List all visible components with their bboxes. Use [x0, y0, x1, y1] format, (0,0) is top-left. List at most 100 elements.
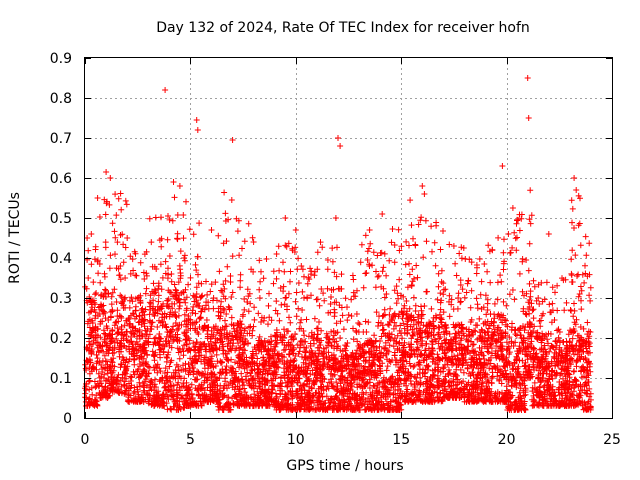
data-point	[111, 339, 118, 346]
data-point	[298, 316, 305, 323]
data-point	[91, 256, 98, 263]
data-point	[147, 300, 154, 307]
data-point	[85, 247, 92, 254]
data-point	[497, 272, 504, 279]
data-point	[429, 248, 435, 255]
data-point	[150, 297, 157, 304]
data-point	[297, 319, 304, 326]
data-point	[120, 335, 127, 342]
data-point	[123, 201, 130, 208]
data-point	[342, 295, 349, 302]
data-point	[94, 355, 101, 362]
data-point	[186, 337, 193, 344]
data-point	[156, 365, 163, 372]
data-point	[314, 296, 321, 303]
data-point	[113, 212, 120, 219]
data-point	[191, 353, 198, 360]
data-point	[113, 318, 120, 325]
data-point	[93, 366, 100, 373]
data-point	[500, 266, 507, 273]
data-point	[373, 268, 379, 275]
data-point	[161, 343, 168, 350]
data-point	[230, 401, 237, 408]
data-point	[491, 300, 498, 307]
data-point	[164, 303, 171, 310]
data-point	[498, 278, 505, 285]
data-point	[435, 283, 442, 290]
data-point	[143, 272, 150, 279]
data-point	[120, 241, 127, 248]
data-point	[301, 273, 307, 280]
data-point	[180, 212, 187, 218]
data-point	[526, 280, 533, 287]
data-point	[494, 279, 501, 286]
data-point	[97, 395, 104, 401]
data-point	[273, 298, 280, 305]
data-point	[133, 347, 140, 354]
data-point	[245, 220, 252, 227]
data-point	[194, 253, 201, 260]
data-point	[314, 249, 321, 256]
data-point	[402, 261, 409, 268]
data-point	[167, 328, 174, 335]
data-point	[273, 275, 280, 282]
data-point	[136, 398, 143, 405]
data-point	[265, 321, 271, 328]
data-point	[165, 396, 172, 403]
data-point	[160, 396, 167, 402]
data-point	[434, 296, 441, 303]
data-point	[146, 396, 153, 403]
data-point	[380, 312, 387, 319]
data-point	[473, 262, 480, 268]
data-point	[183, 341, 190, 348]
data-point	[487, 279, 494, 286]
data-point	[371, 332, 378, 339]
data-point	[474, 301, 481, 308]
data-point	[135, 366, 142, 373]
data-point	[169, 333, 176, 340]
data-point	[176, 262, 183, 269]
data-point	[384, 363, 391, 370]
data-point	[433, 219, 440, 226]
data-point	[165, 271, 172, 278]
data-point	[319, 244, 326, 251]
data-point	[138, 307, 145, 313]
data-point	[250, 323, 257, 330]
data-point	[112, 319, 119, 326]
data-point	[188, 400, 195, 407]
data-point	[241, 238, 248, 245]
data-point	[132, 395, 139, 402]
data-point	[173, 287, 180, 294]
data-point	[118, 206, 125, 213]
data-point	[190, 371, 197, 378]
data-point	[186, 346, 193, 353]
data-point	[281, 268, 288, 275]
data-point	[406, 260, 412, 267]
data-point	[176, 355, 183, 362]
data-point	[171, 398, 178, 405]
data-point	[317, 239, 324, 246]
data-point	[245, 308, 252, 315]
data-point	[428, 223, 435, 230]
data-point	[273, 251, 280, 257]
data-point	[165, 213, 171, 219]
data-point	[189, 320, 196, 327]
data-point	[294, 266, 301, 273]
data-point	[222, 210, 229, 217]
data-point	[205, 305, 212, 312]
data-point	[207, 288, 214, 295]
data-point	[114, 378, 121, 385]
data-point	[410, 235, 416, 242]
data-point	[366, 245, 372, 252]
data-point	[129, 345, 136, 352]
data-point	[270, 280, 277, 287]
data-point	[88, 261, 95, 268]
data-point	[108, 293, 115, 300]
data-point	[285, 351, 292, 358]
data-point	[125, 316, 132, 323]
data-point	[117, 190, 124, 197]
data-point	[147, 325, 154, 332]
data-point	[456, 250, 463, 257]
data-point	[176, 384, 183, 391]
data-point	[175, 312, 182, 319]
